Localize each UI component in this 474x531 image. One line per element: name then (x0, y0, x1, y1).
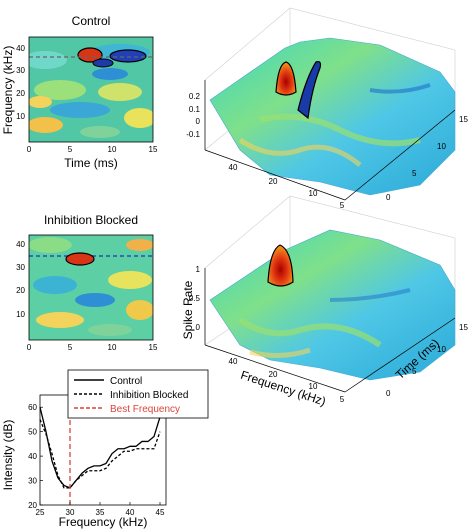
control-surface-ztick: -0.1 (186, 130, 200, 139)
inhibition-surface-freq-tick: 5 (340, 395, 345, 404)
legend-label-control: Control (110, 376, 142, 387)
inhibition-ytick: 20 (16, 286, 25, 295)
control-surface-time-tick: 0 (386, 193, 391, 202)
tuning-ylabel: Intensity (dB) (1, 420, 15, 491)
control-xlabel: Time (ms) (64, 156, 118, 170)
inhibition-surface-peak (267, 244, 294, 287)
tuning-xtick-label: 35 (96, 508, 105, 517)
inhibition-ytick: 40 (16, 240, 25, 249)
control-surface-ztick: 0.1 (189, 105, 201, 114)
inhibition-surface-time-tick: 0 (386, 389, 391, 398)
control-surface-panel: 0.2 0.1 0 -0.1 40 20 10 5 15 10 5 0 (186, 7, 468, 210)
control-ylabel: Frequency (kHz) (1, 46, 15, 135)
inhibition-surface-freq-tick: 20 (269, 370, 278, 379)
tuning-ytick-label: 60 (28, 403, 37, 412)
control-surface-ztick: 0 (196, 117, 201, 126)
inhibition-ytick: 30 (16, 263, 25, 272)
control-xtick: 0 (27, 145, 32, 154)
inhibition-surface-freq-tick: 10 (309, 382, 318, 391)
control-surface-freq-tick: 5 (340, 201, 345, 210)
control-surface-freq-tick: 10 (309, 189, 318, 198)
control-title: Control (72, 14, 111, 28)
tuning-xlabel: Frequency (kHz) (59, 515, 148, 529)
control-xtick: 15 (149, 145, 158, 154)
inhibition-title: Inhibition Blocked (44, 213, 138, 227)
inhibition-surface-time-tick: 15 (459, 323, 468, 332)
inhibition-surface-panel: 1 0.5 0 40 20 10 5 15 10 5 0 Spike Rate … (181, 195, 468, 409)
tuning-xtick-label: 40 (126, 508, 135, 517)
control-surface-time-tick: 10 (437, 142, 446, 151)
inhibition-heatmap (29, 235, 153, 340)
control-surface-time-tick: 5 (412, 169, 417, 178)
tuning-ytick-label: 30 (28, 477, 37, 486)
tuning-xtick-label: 30 (66, 508, 75, 517)
tuning-chart: 25 30 35 40 45 60 50 40 30 20 Frequency (kHz) In… (1, 369, 209, 529)
control-xtick: 10 (108, 145, 117, 154)
tuning-ytick-label: 20 (28, 501, 37, 510)
control-surface-trough (297, 61, 322, 120)
control-surface-freq-tick: 20 (269, 177, 278, 186)
control-heatmap (29, 37, 153, 142)
inhibition-surface-ztick: 1 (196, 265, 201, 274)
control-strf-panel: Control 40 30 20 10 0 5 10 (1, 14, 158, 170)
tuning-ytick-label: 50 (28, 428, 37, 437)
control-surface-time-tick: 15 (459, 115, 468, 124)
control-xtick: 5 (68, 145, 73, 154)
series-line-inhibition-blocked (39, 419, 161, 489)
control-ytick: 40 (16, 44, 25, 53)
control-surface-ztick: 0.2 (189, 92, 201, 101)
inhibition-xtick: 0 (27, 343, 32, 352)
control-ytick: 20 (16, 89, 25, 98)
inhibition-xtick: 10 (108, 343, 117, 352)
inhibition-surface-ztick: 0.5 (189, 294, 201, 303)
control-surface (209, 37, 456, 196)
inhibition-surface-freq-tick: 40 (229, 357, 238, 366)
control-surface-peak (275, 61, 297, 96)
inhibition-xtick: 5 (68, 343, 73, 352)
control-surface-freq-tick: 40 (229, 163, 238, 172)
tuning-ytick-group: 60 50 40 30 20 (28, 403, 43, 510)
tuning-xtick-group: 25 30 35 40 45 (36, 502, 165, 517)
inhibition-ytick: 10 (16, 310, 25, 319)
inhibition-surface-time-tick: 10 (437, 345, 446, 354)
inhibition-surface-time-tick: 5 (412, 367, 417, 376)
control-ytick: 10 (16, 112, 25, 121)
tuning-xtick-label: 45 (156, 508, 165, 517)
inhibition-strf-panel: Inhibition Blocked 40 30 20 10 0 5 10 15 (16, 213, 158, 352)
legend-label-best-frequency: Best Frequency (110, 404, 180, 415)
series-line-control (39, 407, 161, 489)
tuning-xtick-label: 25 (36, 508, 45, 517)
control-ytick: 30 (16, 66, 25, 75)
inhibition-surface-zlabel: Spike Rate (181, 280, 195, 339)
inhibition-xtick: 15 (149, 343, 158, 352)
tuning-legend: Control Inhibition Blocked Best Frequenc… (67, 369, 209, 419)
tuning-ytick-label: 40 (28, 452, 37, 461)
inhibition-surface-ztick: 0 (196, 323, 201, 332)
legend-label-inhibition: Inhibition Blocked (110, 390, 188, 401)
